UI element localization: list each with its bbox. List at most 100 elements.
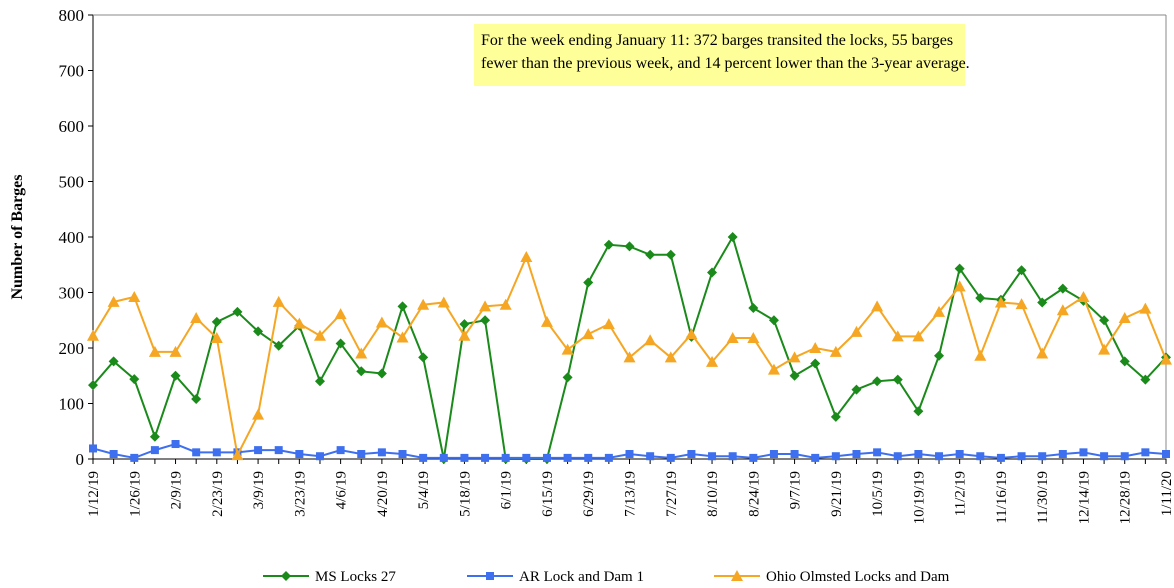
point — [893, 452, 902, 461]
x-tick-label: 4/20/19 — [375, 471, 391, 517]
point — [953, 280, 966, 292]
point — [645, 249, 656, 260]
point — [480, 315, 491, 326]
point — [892, 374, 903, 385]
point — [169, 345, 182, 357]
point — [1162, 450, 1170, 459]
point — [419, 453, 428, 462]
point — [335, 338, 346, 349]
x-tick-label: 9/21/19 — [829, 471, 845, 517]
point — [522, 453, 531, 462]
point — [769, 450, 778, 459]
point — [603, 239, 614, 250]
point — [212, 448, 221, 457]
point — [190, 312, 203, 324]
y-tick-label: 700 — [59, 62, 85, 81]
x-tick-label: 7/13/19 — [623, 471, 639, 517]
point — [314, 376, 325, 387]
point — [108, 356, 119, 367]
point — [665, 249, 676, 260]
annotation: For the week ending January 11: 372 barg… — [481, 32, 953, 49]
point — [397, 301, 408, 312]
x-tick-label: 3/9/19 — [251, 471, 267, 509]
point — [375, 316, 388, 328]
point — [376, 368, 387, 379]
point — [747, 332, 760, 344]
point — [479, 300, 492, 312]
point — [789, 370, 800, 381]
point — [788, 351, 801, 363]
point — [1057, 283, 1068, 294]
x-tick-label: 1/26/19 — [127, 471, 143, 517]
point — [644, 334, 657, 346]
point — [191, 394, 202, 405]
x-tick-label: 10/19/19 — [911, 471, 927, 524]
point — [562, 372, 573, 383]
point — [1139, 302, 1152, 314]
point — [254, 446, 263, 455]
point — [563, 453, 572, 462]
point — [685, 328, 698, 340]
x-tick-label: 12/28/19 — [1118, 471, 1134, 524]
point — [954, 263, 965, 274]
point — [604, 453, 613, 462]
point — [707, 267, 718, 278]
point — [109, 450, 118, 459]
point — [994, 296, 1007, 308]
annotation-box — [474, 24, 965, 86]
point — [437, 296, 450, 308]
point — [873, 448, 882, 457]
point — [914, 450, 923, 459]
legend-label: AR Lock and Dam 1 — [519, 569, 644, 585]
point — [356, 366, 367, 377]
point — [749, 453, 758, 462]
point — [1141, 448, 1150, 457]
point — [687, 450, 696, 459]
point — [130, 453, 139, 462]
x-tick-label: 5/18/19 — [457, 471, 473, 517]
point — [542, 453, 551, 462]
point — [295, 450, 304, 459]
point — [975, 293, 986, 304]
point — [850, 325, 863, 337]
point — [1058, 450, 1067, 459]
point — [852, 450, 861, 459]
point — [272, 295, 285, 307]
point — [377, 448, 386, 457]
point — [460, 453, 469, 462]
point — [150, 446, 159, 455]
point — [458, 329, 471, 341]
point — [336, 446, 345, 455]
point — [708, 452, 717, 461]
x-tick-label: 12/14/19 — [1076, 471, 1092, 524]
point — [1119, 356, 1130, 367]
point — [976, 452, 985, 461]
point — [602, 318, 615, 330]
y-tick-label: 600 — [59, 117, 85, 136]
point — [253, 326, 264, 337]
point — [232, 306, 243, 317]
point — [418, 352, 429, 363]
y-tick-label: 400 — [59, 228, 85, 247]
point — [790, 450, 799, 459]
point — [170, 370, 181, 381]
x-tick-label: 6/29/19 — [581, 471, 597, 517]
point — [252, 408, 265, 420]
point — [831, 452, 840, 461]
point — [129, 374, 140, 385]
point — [273, 340, 284, 351]
y-tick-label: 0 — [76, 450, 85, 469]
point — [624, 241, 635, 252]
y-axis-label: Number of Barges — [9, 174, 26, 299]
point — [211, 316, 222, 327]
point — [171, 440, 180, 449]
point — [87, 329, 99, 341]
x-tick-label: 11/2/19 — [953, 471, 969, 516]
point — [561, 343, 574, 355]
legend-marker — [486, 572, 494, 580]
point — [274, 446, 283, 455]
point — [1098, 343, 1111, 355]
x-tick-label: 11/30/19 — [1035, 471, 1051, 524]
point — [1036, 347, 1049, 359]
point — [767, 363, 780, 375]
